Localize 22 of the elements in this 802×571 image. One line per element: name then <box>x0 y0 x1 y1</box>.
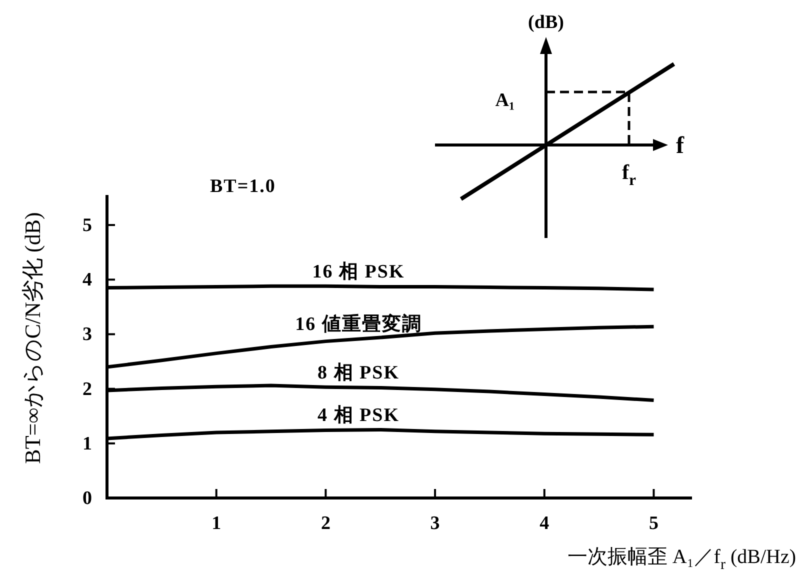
x-tick-label: 5 <box>648 512 658 534</box>
y-tick-label: 3 <box>82 324 92 345</box>
y-tick-label: 0 <box>82 488 92 508</box>
series-label: 16 値重畳変調 <box>295 312 422 335</box>
text: f$_{r}$ <box>622 160 636 189</box>
text: A₁ <box>495 90 515 110</box>
x-tick-label: 2 <box>320 512 330 534</box>
series-label: 8 相 PSK <box>318 361 400 383</box>
y-tick-label: 1 <box>82 432 92 454</box>
x-tick-label: 1 <box>212 512 222 534</box>
x-tick-label: 4 <box>540 512 550 534</box>
x-axis-title: 一次振幅歪 A₁／f$_{r}$ (dB/Hz) <box>567 546 796 571</box>
x-tick-label: 3 <box>430 512 440 534</box>
chart-title: BT=1.0 <box>210 176 276 196</box>
text: (dB) <box>528 12 564 32</box>
y-axis-title: BT=∞からのC/N劣化 (dB) <box>20 212 44 464</box>
y-tick-label: 5 <box>82 214 92 236</box>
y-tick-label: 4 <box>82 269 92 290</box>
series-label: 4 相 PSK <box>318 403 400 426</box>
y-tick-label: 2 <box>82 378 92 400</box>
text: f <box>676 133 685 159</box>
series-label: 16 相 PSK <box>312 260 405 282</box>
